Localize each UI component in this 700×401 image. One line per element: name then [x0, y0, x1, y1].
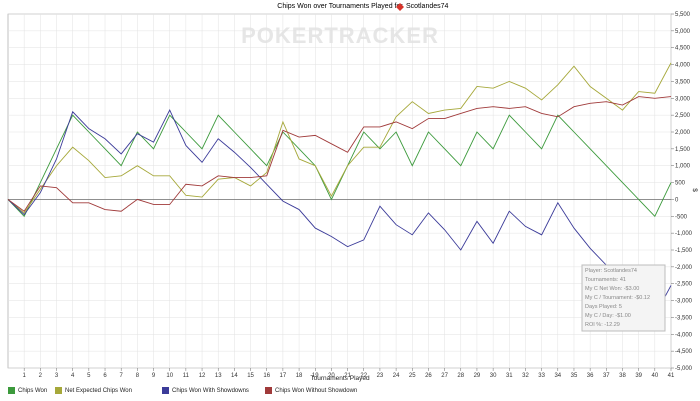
x-tick-label: 2	[39, 373, 43, 379]
x-tick-label: 15	[247, 373, 254, 379]
x-tick-label: 34	[554, 373, 561, 379]
x-tick-label: 9	[152, 373, 156, 379]
legend-item: Net Expected Chips Won	[55, 386, 132, 396]
x-tick-label: 20	[328, 373, 335, 379]
legend-item: Chips Won	[8, 386, 47, 396]
x-tick-label: 4	[71, 373, 75, 379]
x-tick-label: 28	[457, 373, 464, 379]
x-tick-label: 37	[603, 373, 610, 379]
stats-line: My C / Day: -$1.00	[585, 313, 631, 319]
flag-icon	[396, 3, 404, 11]
legend-swatch	[162, 386, 169, 394]
player-name: Scotlandes74	[406, 3, 449, 10]
x-tick-label: 32	[522, 373, 529, 379]
x-axis-ticks: 1 2 3 4 5 6 7 8 9 10 11 12 13 14 15 16 17 18 19 20 21 22 23 24 2…	[22, 368, 675, 379]
plot-area	[7, 13, 672, 369]
legend-label: Chips Won	[18, 388, 48, 394]
y-tick-label: 0	[675, 197, 679, 203]
x-tick-label: 19	[312, 373, 319, 379]
y-tick-label: 3,000	[675, 96, 691, 102]
x-tick-label: 21	[344, 373, 351, 379]
y-tick-label: -2,500	[675, 282, 693, 288]
stats-line: Player: Scotlandes74	[585, 268, 637, 274]
x-tick-label: 18	[296, 373, 303, 379]
watermark-logo: POKERTRACKER	[241, 23, 439, 48]
x-tick-label: 31	[506, 373, 513, 379]
y-tick-label: 1,000	[675, 164, 691, 170]
x-tick-label: 1	[22, 373, 26, 379]
x-tick-label: 22	[360, 373, 367, 379]
x-tick-label: 38	[619, 373, 626, 379]
y-tick-label: -3,000	[675, 299, 693, 305]
y-tick-label: -5,000	[675, 366, 693, 372]
x-tick-label: 39	[635, 373, 642, 379]
series-lines	[7, 62, 672, 317]
y-tick-label: -500	[675, 214, 688, 220]
x-tick-label: 35	[571, 373, 578, 379]
x-tick-label: 36	[587, 373, 594, 379]
y-tick-label: 1,500	[675, 147, 691, 153]
y-tick-label: 4,000	[675, 63, 691, 69]
x-tick-label: 6	[103, 373, 107, 379]
x-tick-label: 33	[538, 373, 545, 379]
y-tick-label: -4,500	[675, 349, 693, 355]
y-tick-label: 3,500	[675, 79, 691, 85]
x-axis-label: Tournaments Played	[310, 375, 370, 382]
y-tick-label: -1,500	[675, 248, 693, 254]
x-tick-label: 30	[490, 373, 497, 379]
x-tick-label: 27	[441, 373, 448, 379]
y-tick-label: 5,000	[675, 29, 691, 35]
grid-lines	[8, 13, 672, 369]
x-tick-label: 13	[215, 373, 222, 379]
x-tick-label: 29	[474, 373, 481, 379]
x-tick-label: 17	[280, 373, 287, 379]
stats-line: My C Net Won: -$3.00	[585, 286, 639, 292]
series-line-chips-won-with-showdowns	[7, 109, 672, 317]
legend-item: Chips Won Without Showdown	[265, 386, 357, 396]
stats-line: Tournaments: 41	[585, 277, 626, 283]
stats-line: Days Played: 5	[585, 304, 622, 310]
series-line-chips-won	[7, 114, 672, 218]
x-tick-label: 3	[55, 373, 59, 379]
legend-label: Net Expected Chips Won	[65, 388, 132, 394]
y-tick-label: -4,000	[675, 332, 693, 338]
y-tick-label: 500	[675, 181, 686, 187]
y-tick-label: 2,500	[675, 113, 691, 119]
series-line-chips-won-without-showdown	[7, 96, 672, 212]
y-tick-label: -3,500	[675, 315, 693, 321]
x-tick-label: 24	[393, 373, 400, 379]
x-tick-label: 8	[136, 373, 140, 379]
legend-swatch	[55, 386, 62, 394]
x-tick-label: 12	[199, 373, 206, 379]
y-tick-label: 5,500	[675, 12, 691, 18]
x-tick-label: 14	[231, 373, 238, 379]
x-tick-label: 5	[87, 373, 91, 379]
y-tick-label: -2,000	[675, 265, 693, 271]
x-tick-label: 7	[120, 373, 124, 379]
chart-title: Chips Won over Tournaments Played for	[277, 3, 403, 10]
x-tick-label: 10	[166, 373, 173, 379]
x-tick-label: 25	[409, 373, 416, 379]
x-tick-label: 23	[377, 373, 384, 379]
legend-label: Chips Won With Showdowns	[172, 388, 249, 394]
legend-item: Chips Won With Showdowns	[162, 386, 249, 396]
legend-label: Chips Won Without Showdown	[275, 388, 358, 394]
stats-line: ROI %: -12.29	[585, 322, 620, 328]
y-axis-label: $	[691, 188, 698, 192]
x-tick-label: 41	[668, 373, 675, 379]
legend-swatch	[265, 386, 272, 394]
y-tick-label: 2,000	[675, 130, 691, 136]
y-axis-ticks: -5,000 -4,500 -4,000 -3,500 -3,000 -2,500 -2,0…	[671, 12, 693, 372]
legend-swatch	[8, 386, 15, 394]
x-tick-label: 40	[651, 373, 658, 379]
stats-box: Player: Scotlandes74 Tournaments: 41 My C …	[581, 264, 666, 332]
x-tick-label: 16	[263, 373, 270, 379]
x-tick-label: 11	[183, 373, 190, 379]
series-line-net-expected-chips-won	[7, 62, 672, 214]
y-tick-label: -1,000	[675, 231, 693, 237]
stats-line: My C / Tournament: -$0.12	[585, 295, 650, 301]
y-tick-label: 4,500	[675, 46, 691, 52]
x-tick-label: 26	[425, 373, 432, 379]
